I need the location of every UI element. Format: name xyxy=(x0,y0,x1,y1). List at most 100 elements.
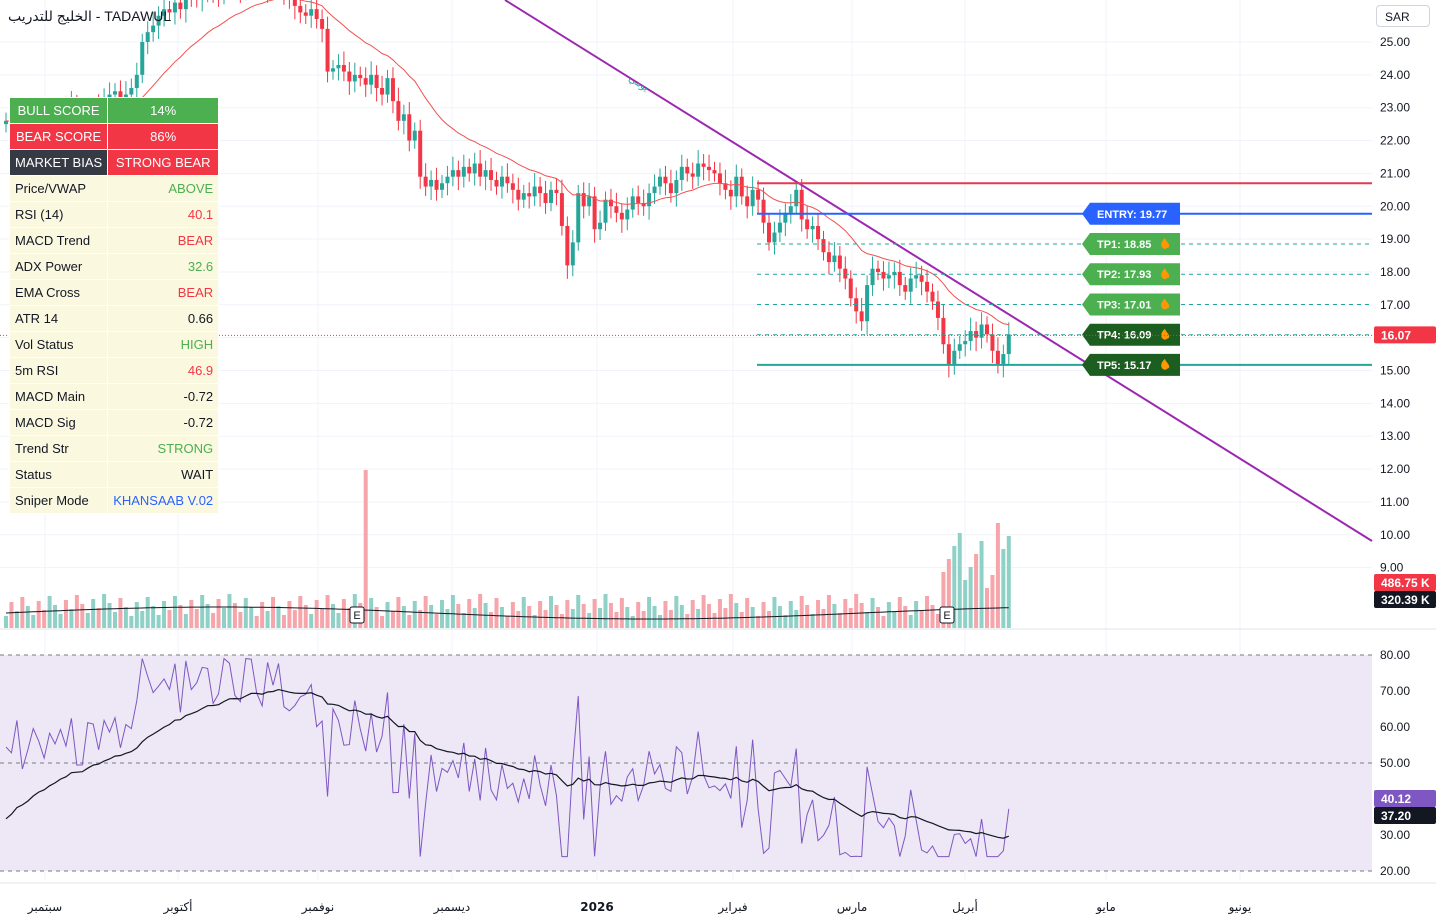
volume-bar xyxy=(472,608,477,628)
score-row: ATR 14 0.66 xyxy=(8,305,220,332)
price-tick-label: 19.00 xyxy=(1380,232,1410,246)
volume-bar xyxy=(608,603,613,628)
candle-body xyxy=(472,163,477,174)
candle-body xyxy=(145,32,150,42)
candle-body xyxy=(658,176,662,187)
score-value: ABOVE xyxy=(107,175,220,202)
volume-bar xyxy=(363,470,368,628)
level-label: ENTRY: 19.77 xyxy=(1082,202,1180,225)
volume-bar xyxy=(717,599,722,628)
volume-bar xyxy=(532,615,537,628)
symbol-title[interactable]: الخليج للتدريب - TADAWUL xyxy=(8,8,172,24)
candle-body xyxy=(603,199,608,223)
score-key: MARKET BIAS xyxy=(8,149,109,176)
time-tick-label: مايو xyxy=(1095,900,1116,915)
volume-bar xyxy=(74,595,79,628)
price-tick-label: 25.00 xyxy=(1380,35,1410,49)
candle-body xyxy=(407,114,412,141)
candle-body xyxy=(925,281,930,292)
volume-bar xyxy=(309,614,314,628)
candle-body xyxy=(930,291,935,302)
volume-bar xyxy=(805,605,810,628)
volume-bar xyxy=(167,610,172,628)
score-key: MACD Trend xyxy=(8,227,109,254)
volume-bar xyxy=(930,605,935,628)
candle-body xyxy=(390,78,395,102)
volume-bar xyxy=(974,554,979,628)
candle-body xyxy=(701,163,706,167)
volume-bar xyxy=(91,599,96,628)
volume-bar xyxy=(908,615,913,628)
volume-bar xyxy=(761,602,766,628)
candle-body xyxy=(756,189,761,200)
volume-bar xyxy=(1006,536,1011,628)
volume-bar xyxy=(968,567,973,628)
volume-bar xyxy=(151,606,156,628)
volume-bar xyxy=(222,608,226,628)
volume-bar xyxy=(652,606,657,628)
score-value: 86% xyxy=(107,123,220,150)
level-label-text: TP1: 18.85 xyxy=(1097,239,1151,251)
candle-body xyxy=(777,222,782,233)
candle-body xyxy=(707,166,712,171)
candle-body xyxy=(652,186,657,194)
candle-body xyxy=(739,176,744,197)
rsi-ma-tag xyxy=(1374,807,1436,824)
candle-body xyxy=(303,12,308,16)
volume-bar xyxy=(249,607,254,628)
price-tick-label: 13.00 xyxy=(1380,429,1410,443)
candle-body xyxy=(816,225,821,240)
time-tick-label: أبريل xyxy=(952,899,978,915)
volume-bar xyxy=(837,613,842,628)
candle-body xyxy=(559,193,564,226)
volume-bar xyxy=(979,541,984,628)
candle-body xyxy=(358,74,363,79)
rsi-tick-label: 70.00 xyxy=(1380,684,1410,698)
candle-body xyxy=(826,252,831,263)
volume-bar xyxy=(9,602,14,628)
volume-bar xyxy=(739,612,744,628)
volume-bar xyxy=(331,604,335,628)
price-tick-label: 15.00 xyxy=(1380,364,1410,378)
volume-bar xyxy=(4,616,8,628)
volume-bar xyxy=(799,596,804,628)
volume-bar xyxy=(914,601,919,628)
price-tick-label: 23.00 xyxy=(1380,101,1410,115)
candle-body xyxy=(690,173,695,177)
score-row: RSI (14) 40.1 xyxy=(8,201,220,228)
level-label: TP3: 17.01 xyxy=(1082,293,1180,316)
volume-bar xyxy=(58,614,63,628)
volume-bar xyxy=(53,605,58,628)
candle-body xyxy=(483,170,488,177)
volume-bar xyxy=(303,605,308,628)
price-tick-label: 20.00 xyxy=(1380,199,1410,213)
candle-body xyxy=(554,189,559,194)
rsi-ma-line xyxy=(5,688,1010,839)
candle-body xyxy=(865,285,870,322)
level-label-box xyxy=(1082,323,1180,346)
volume-bar xyxy=(826,595,831,628)
volume-bar xyxy=(707,604,712,628)
currency-selector[interactable]: SAR xyxy=(1376,5,1430,27)
volume-bar xyxy=(701,595,706,628)
volume-bar xyxy=(679,605,684,628)
score-key: Sniper Mode xyxy=(8,487,109,514)
volume-bar xyxy=(592,599,597,628)
volume-bar xyxy=(690,600,695,628)
level-label-text: TP5: 15.17 xyxy=(1097,360,1151,372)
candle-body xyxy=(549,189,553,203)
volume-bar xyxy=(281,615,286,628)
candle-body xyxy=(581,193,586,207)
earnings-marker xyxy=(939,606,955,624)
score-value: 14% xyxy=(107,97,220,124)
candle-body xyxy=(848,278,853,299)
score-row: Price/VWAP ABOVE xyxy=(8,175,220,202)
volume-bar xyxy=(576,595,581,628)
volume-bar xyxy=(423,596,428,628)
candle-body xyxy=(647,193,652,207)
price-tick-label: 14.00 xyxy=(1380,396,1410,410)
score-value: 0.66 xyxy=(107,305,220,332)
volume-bar xyxy=(489,612,494,628)
